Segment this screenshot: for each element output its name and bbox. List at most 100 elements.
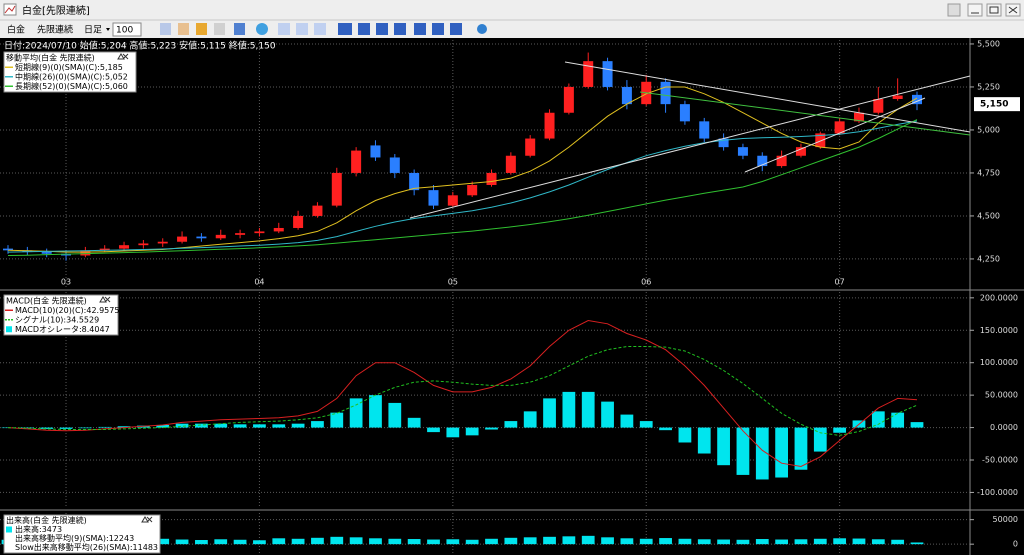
tool-icon[interactable] bbox=[394, 23, 406, 35]
tool-icon[interactable] bbox=[432, 23, 444, 35]
bar bbox=[910, 542, 924, 545]
last-price-tag bbox=[974, 97, 1020, 112]
line-series bbox=[7, 319, 918, 468]
minimize-button[interactable] bbox=[967, 3, 983, 17]
icon bbox=[1008, 6, 1018, 14]
tool-icon[interactable] bbox=[477, 24, 487, 34]
bar bbox=[40, 427, 54, 429]
bar bbox=[562, 391, 576, 428]
x-tick-label: 06 bbox=[641, 278, 651, 287]
line-series bbox=[7, 120, 918, 253]
count-input[interactable] bbox=[112, 22, 142, 37]
bar bbox=[388, 538, 402, 545]
bar bbox=[775, 427, 788, 478]
tool-icon[interactable] bbox=[196, 23, 207, 35]
bar bbox=[852, 538, 866, 545]
candle-body bbox=[428, 190, 439, 206]
tool-icon[interactable] bbox=[314, 23, 326, 35]
bar bbox=[98, 426, 112, 428]
bar bbox=[523, 537, 537, 545]
tool-icon[interactable] bbox=[358, 23, 370, 35]
legend-close-icon bbox=[99, 296, 111, 303]
legend-close-icon bbox=[141, 516, 153, 523]
chart-area bbox=[0, 38, 1024, 555]
bar bbox=[504, 537, 518, 545]
candle-body bbox=[660, 81, 671, 105]
candle-body bbox=[621, 86, 632, 105]
candle-body bbox=[505, 155, 516, 173]
symbol-menu[interactable]: 白金 bbox=[7, 24, 25, 36]
tool-icon[interactable] bbox=[160, 23, 171, 35]
y-tick-label: 4,750 bbox=[977, 168, 1000, 177]
candle-body bbox=[815, 133, 826, 148]
candle-body bbox=[273, 227, 284, 232]
bar bbox=[233, 539, 247, 545]
candle-body bbox=[177, 236, 188, 242]
bar bbox=[485, 538, 498, 545]
bar bbox=[678, 427, 692, 443]
legend-entry: MACDオシレータ:8.4047 bbox=[15, 325, 110, 334]
legend-box bbox=[3, 514, 161, 554]
bar bbox=[891, 412, 905, 428]
y-tick-label: -100.0000 bbox=[977, 488, 1018, 497]
window-buttons[interactable] bbox=[947, 3, 1021, 17]
contract-menu[interactable]: 先限連続 bbox=[37, 24, 73, 36]
bar bbox=[349, 398, 363, 428]
bar bbox=[311, 421, 324, 428]
bar bbox=[427, 539, 440, 545]
tool-icon[interactable] bbox=[450, 23, 462, 35]
bar bbox=[446, 427, 460, 438]
bar bbox=[736, 539, 750, 545]
bar bbox=[78, 427, 92, 429]
tool-icon[interactable] bbox=[234, 23, 245, 35]
bar bbox=[504, 421, 518, 428]
tool-icon[interactable] bbox=[214, 23, 225, 35]
bar bbox=[233, 424, 247, 428]
y-tick-label: 0 bbox=[1013, 540, 1018, 549]
tool-icon[interactable] bbox=[414, 23, 426, 35]
x-tick-label: 03 bbox=[61, 278, 71, 287]
pin-button[interactable] bbox=[947, 3, 961, 17]
tool-icon[interactable] bbox=[296, 23, 308, 35]
bar bbox=[253, 424, 266, 428]
bar bbox=[775, 539, 788, 545]
candle-body bbox=[853, 112, 864, 122]
y-tick-label: 50.0000 bbox=[985, 391, 1018, 400]
bar bbox=[330, 536, 344, 545]
candle-body bbox=[370, 145, 381, 158]
period-menu[interactable]: 日足 bbox=[84, 25, 102, 36]
tool-icon[interactable] bbox=[338, 23, 352, 35]
candle-body bbox=[544, 112, 555, 139]
tool-icon[interactable] bbox=[278, 23, 290, 35]
toolbar-icons[interactable] bbox=[160, 23, 487, 35]
y-tick-label: 50000 bbox=[993, 515, 1018, 524]
candle-body bbox=[679, 104, 690, 122]
bar bbox=[620, 414, 634, 428]
tool-icon[interactable] bbox=[178, 23, 189, 35]
window-chrome bbox=[0, 0, 1024, 38]
bar bbox=[175, 423, 189, 428]
maximize-button[interactable] bbox=[986, 3, 1002, 17]
bar bbox=[833, 538, 847, 545]
bar bbox=[156, 538, 170, 545]
line-series bbox=[7, 86, 918, 253]
bar bbox=[195, 423, 208, 428]
line-series bbox=[7, 346, 918, 436]
candle-body bbox=[61, 253, 72, 256]
bar bbox=[755, 427, 769, 480]
legend-entry: 長期線(52)(0)(SMA)(C):5,060 bbox=[15, 81, 128, 91]
bar bbox=[175, 539, 189, 545]
legend-title: 移動平均(白金 先限連続) bbox=[6, 52, 95, 62]
bar bbox=[678, 538, 692, 545]
y-tick-label: 200.0000 bbox=[980, 293, 1018, 302]
tool-icon[interactable] bbox=[376, 23, 388, 35]
legend-swatch bbox=[6, 526, 12, 533]
bar bbox=[20, 427, 34, 429]
y-tick-label: -50.0000 bbox=[982, 456, 1018, 465]
icon bbox=[989, 6, 999, 14]
bar bbox=[369, 395, 382, 428]
tool-icon[interactable] bbox=[256, 23, 268, 35]
legend-entry: MACD(10)(20)(C):42.9575 bbox=[15, 306, 119, 315]
